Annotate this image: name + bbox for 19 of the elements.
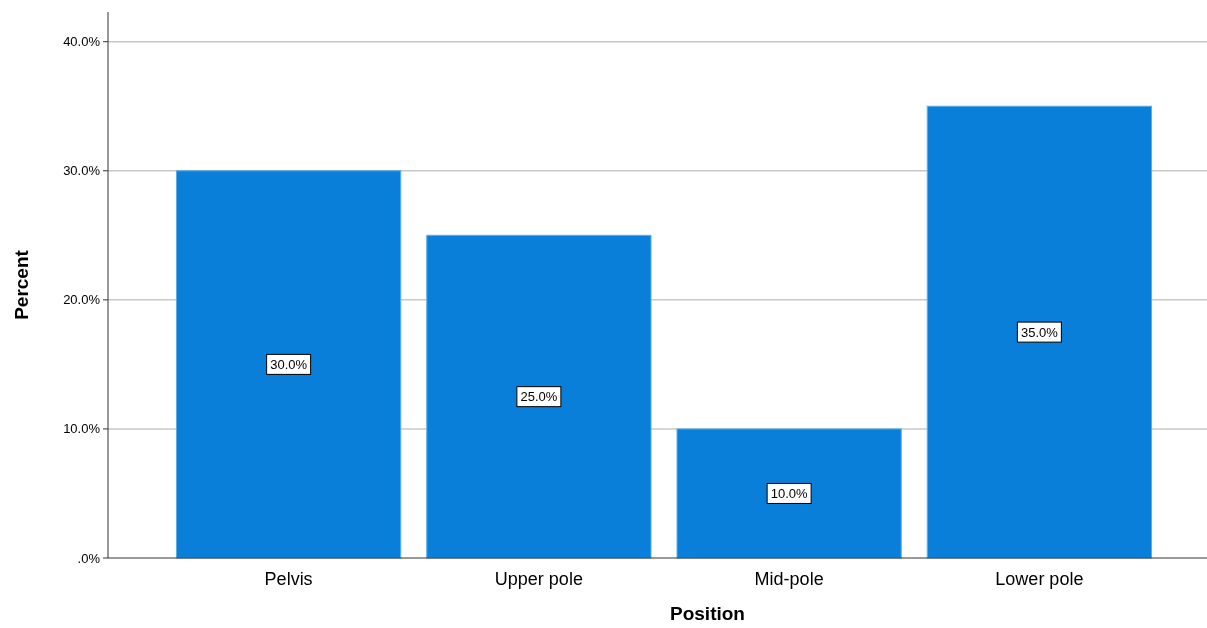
x-tick-label: Lower pole (995, 569, 1084, 589)
data-label: 10.0% (770, 486, 808, 502)
data-label: 30.0% (270, 356, 308, 372)
bar (426, 234, 652, 559)
y-tick-label: 20.0% (63, 292, 101, 308)
y-tick-label: 10.0% (63, 421, 101, 437)
x-tick-label: Pelvis (264, 569, 313, 589)
y-axis-title: Percent (11, 249, 32, 320)
bar (176, 170, 402, 559)
bar (676, 428, 902, 559)
x-tick-label: Mid-pole (754, 569, 824, 589)
x-tick-label: Upper pole (494, 569, 583, 589)
y-tick-label: 40.0% (63, 34, 101, 50)
x-axis-title: Position (670, 603, 745, 624)
y-tick-label: .0% (77, 550, 101, 566)
data-label: 25.0% (520, 389, 558, 405)
bar (926, 105, 1152, 559)
y-tick-label: 30.0% (63, 163, 101, 179)
data-label: 35.0% (1020, 324, 1059, 340)
